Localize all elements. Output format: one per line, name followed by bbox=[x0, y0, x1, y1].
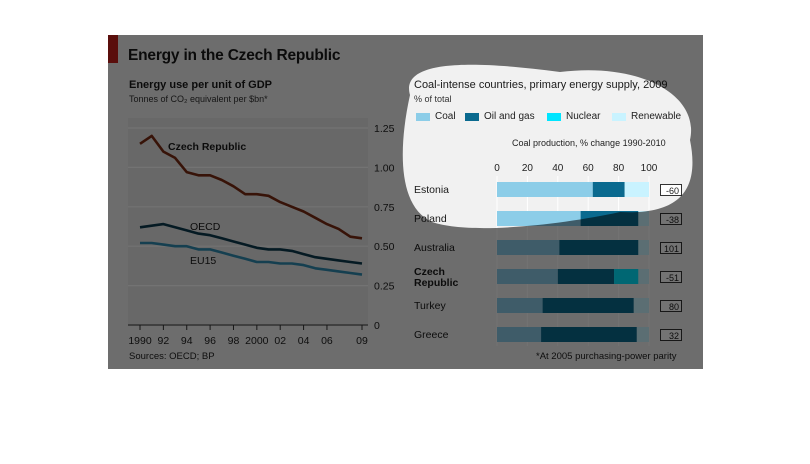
bar-x-tick-label: 100 bbox=[641, 163, 658, 174]
x-tick-label: 06 bbox=[321, 335, 333, 347]
series-label: Czech Republic bbox=[168, 141, 246, 153]
x-tick-label: 92 bbox=[158, 335, 170, 347]
bar-segment-oil-and-gas bbox=[580, 211, 639, 226]
bar-segment-coal bbox=[497, 327, 542, 342]
bar-segment-renewable bbox=[624, 182, 649, 197]
plot-background bbox=[128, 118, 368, 326]
series-label: OECD bbox=[190, 221, 221, 233]
y-tick-label: 0.50 bbox=[374, 241, 395, 253]
x-tick-label: 02 bbox=[274, 335, 286, 347]
bar-segment-coal bbox=[497, 269, 558, 284]
y-tick-label: 0 bbox=[374, 320, 380, 332]
y-tick-label: 0.75 bbox=[374, 202, 395, 214]
bar-segment-renewable bbox=[638, 211, 649, 226]
x-tick-label: 04 bbox=[298, 335, 310, 347]
bar-segment-renewable bbox=[638, 240, 649, 255]
bar-x-tick-label: 80 bbox=[613, 163, 625, 174]
bar-segment-coal bbox=[497, 182, 593, 197]
y-tick-label: 1.00 bbox=[374, 162, 395, 174]
bar-segment-oil-and-gas bbox=[557, 269, 615, 284]
bar-segment-oil-and-gas bbox=[542, 298, 634, 313]
x-tick-label: 09 bbox=[356, 335, 368, 347]
bar-segment-nuclear bbox=[614, 269, 639, 284]
bar-segment-oil-and-gas bbox=[541, 327, 637, 342]
x-tick-label: 1990 bbox=[128, 335, 152, 347]
bar-segment-renewable bbox=[636, 327, 649, 342]
series-label: EU15 bbox=[190, 255, 216, 267]
x-tick-label: 94 bbox=[181, 335, 193, 347]
bar-segment-renewable bbox=[638, 269, 649, 284]
bar-x-tick-label: 0 bbox=[494, 163, 500, 174]
bar-x-tick-label: 60 bbox=[583, 163, 595, 174]
bar-segment-oil-and-gas bbox=[592, 182, 625, 197]
x-tick-label: 96 bbox=[204, 335, 216, 347]
bar-segment-coal bbox=[497, 211, 581, 226]
bar-segment-coal bbox=[497, 240, 560, 255]
y-tick-label: 1.25 bbox=[374, 123, 395, 135]
x-tick-label: 2000 bbox=[245, 335, 269, 347]
bar-segment-renewable bbox=[633, 298, 649, 313]
bar-segment-oil-and-gas bbox=[559, 240, 639, 255]
bar-segment-coal bbox=[497, 298, 543, 313]
x-tick-label: 98 bbox=[228, 335, 240, 347]
y-tick-label: 0.25 bbox=[374, 281, 395, 293]
bar-x-tick-label: 40 bbox=[552, 163, 564, 174]
bar-x-tick-label: 20 bbox=[522, 163, 534, 174]
